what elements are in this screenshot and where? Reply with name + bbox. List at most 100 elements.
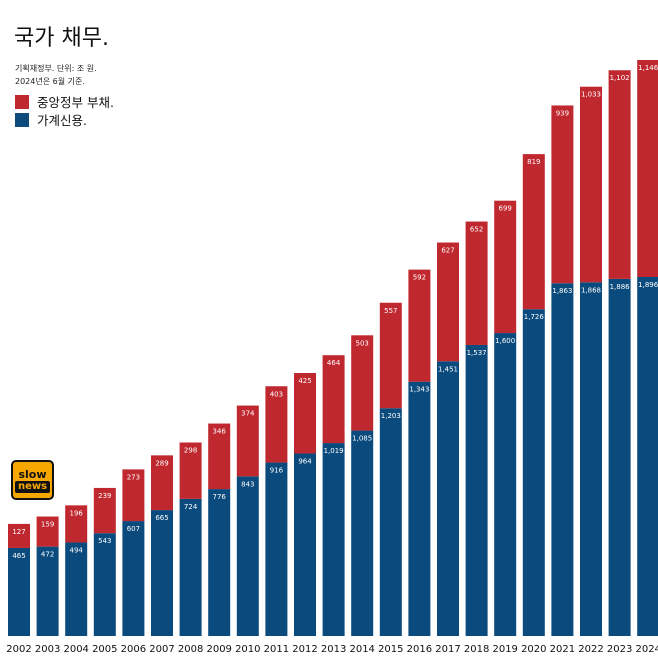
label-government-debt-2017: 627	[441, 247, 454, 255]
label-household-credit-2002: 465	[12, 552, 25, 560]
legend-item-government-debt: 중앙정부 부채.	[15, 92, 114, 111]
source-note: 기획재정부. 단위: 조 원.	[15, 64, 97, 73]
label-government-debt-2015: 557	[384, 307, 397, 315]
bar-household-credit-2010	[236, 476, 259, 636]
bar-household-credit-2002	[8, 547, 30, 636]
bar-government-debt-2013	[322, 355, 345, 444]
x-tick-2006: 2006	[121, 644, 146, 655]
x-tick-2015: 2015	[378, 644, 403, 655]
label-household-credit-2006: 607	[127, 525, 140, 533]
bar-household-credit-2014	[351, 430, 374, 636]
label-government-debt-2003: 159	[41, 521, 54, 529]
bar-government-debt-2020	[522, 154, 545, 310]
label-household-credit-2014: 1,085	[352, 435, 372, 443]
legend-label: 가계신용.	[37, 113, 87, 128]
label-government-debt-2020: 819	[527, 158, 540, 166]
x-tick-2012: 2012	[292, 644, 317, 655]
chart-title: 국가 채무.	[14, 26, 109, 51]
label-government-debt-2022: 1,033	[581, 91, 601, 99]
label-government-debt-2024: 1,146	[638, 64, 658, 72]
bar-government-debt-2018	[465, 221, 488, 345]
label-household-credit-2020: 1,726	[524, 313, 545, 321]
bar-household-credit-2008	[179, 498, 202, 636]
bar-government-debt-2021	[551, 105, 574, 284]
x-tick-2023: 2023	[607, 644, 632, 655]
label-government-debt-2021: 939	[556, 109, 569, 117]
bar-government-debt-2014	[351, 335, 374, 431]
label-government-debt-2007: 289	[155, 459, 168, 467]
bar-government-debt-2015	[379, 302, 402, 409]
bar-household-credit-2006	[122, 521, 145, 636]
label-household-credit-2016: 1,343	[409, 386, 429, 394]
label-household-credit-2007: 665	[155, 514, 168, 522]
label-government-debt-2006: 273	[127, 473, 140, 481]
label-household-credit-2018: 1,537	[467, 349, 487, 357]
x-tick-2002: 2002	[6, 644, 31, 655]
bar-government-debt-2007	[151, 455, 173, 511]
bar-household-credit-2015	[379, 408, 402, 636]
x-tick-2019: 2019	[492, 644, 517, 655]
legend-swatch-red	[15, 94, 29, 109]
logo-text-news: news	[14, 480, 51, 493]
bar-government-debt-2009	[208, 423, 231, 490]
label-government-debt-2023: 1,102	[610, 74, 630, 82]
bar-household-credit-2007	[151, 510, 173, 636]
label-government-debt-2019: 699	[499, 205, 512, 213]
logo-text-slow: slow	[18, 467, 47, 481]
label-household-credit-2017: 1,451	[438, 365, 458, 373]
bar-household-credit-2023	[608, 278, 631, 636]
x-tick-2010: 2010	[235, 644, 260, 655]
label-government-debt-2018: 652	[470, 226, 483, 234]
label-household-credit-2008: 724	[184, 503, 198, 511]
bar-government-debt-2016	[408, 269, 431, 382]
label-government-debt-2016: 592	[413, 274, 426, 282]
label-government-debt-2008: 298	[184, 446, 197, 454]
bar-household-credit-2005	[93, 533, 116, 636]
bar-household-credit-2021	[551, 283, 574, 636]
label-household-credit-2021: 1,863	[552, 287, 572, 295]
x-tick-2003: 2003	[35, 644, 60, 655]
label-government-debt-2012: 425	[298, 377, 311, 385]
x-tick-2013: 2013	[321, 644, 346, 655]
bar-household-credit-2022	[580, 282, 602, 636]
x-tick-2007: 2007	[149, 644, 174, 655]
label-household-credit-2023: 1,886	[610, 283, 631, 291]
bar-government-debt-2005	[93, 487, 116, 534]
label-household-credit-2005: 543	[98, 537, 111, 545]
legend-label: 중앙정부 부채.	[37, 95, 114, 110]
label-government-debt-2004: 196	[70, 509, 84, 517]
bar-household-credit-2003	[36, 546, 59, 636]
bar-household-credit-2018	[465, 344, 488, 636]
bar-government-debt-2008	[179, 442, 202, 499]
legend-swatch-blue	[15, 112, 29, 127]
label-government-debt-2013: 464	[327, 359, 341, 367]
date-note: 2024년은 6월 기준.	[15, 77, 85, 86]
label-government-debt-2009: 346	[213, 428, 227, 436]
bar-government-debt-2002	[8, 523, 30, 548]
bar-household-credit-2009	[208, 489, 231, 636]
x-tick-2008: 2008	[178, 644, 203, 655]
x-tick-2024: 2024	[635, 644, 658, 655]
x-tick-2016: 2016	[407, 644, 432, 655]
label-household-credit-2009: 776	[213, 493, 227, 501]
x-tick-2017: 2017	[435, 644, 460, 655]
bar-household-credit-2011	[265, 462, 288, 636]
x-tick-2022: 2022	[578, 644, 603, 655]
x-tick-2021: 2021	[550, 644, 575, 655]
x-tick-2014: 2014	[349, 644, 374, 655]
bar-government-debt-2023	[608, 70, 631, 279]
bar-household-credit-2012	[294, 453, 316, 636]
label-household-credit-2015: 1,203	[381, 412, 401, 420]
legend-item-household-credit: 가계신용.	[15, 110, 87, 129]
x-tick-2018: 2018	[464, 644, 489, 655]
label-household-credit-2011: 916	[270, 467, 284, 475]
bar-government-debt-2012	[294, 372, 316, 454]
bar-household-credit-2020	[522, 309, 545, 636]
label-government-debt-2005: 239	[98, 492, 111, 500]
label-household-credit-2003: 472	[41, 551, 54, 559]
bar-household-credit-2013	[322, 443, 345, 636]
x-tick-2011: 2011	[264, 644, 289, 655]
label-household-credit-2004: 494	[70, 546, 84, 554]
x-tick-2004: 2004	[63, 644, 88, 655]
